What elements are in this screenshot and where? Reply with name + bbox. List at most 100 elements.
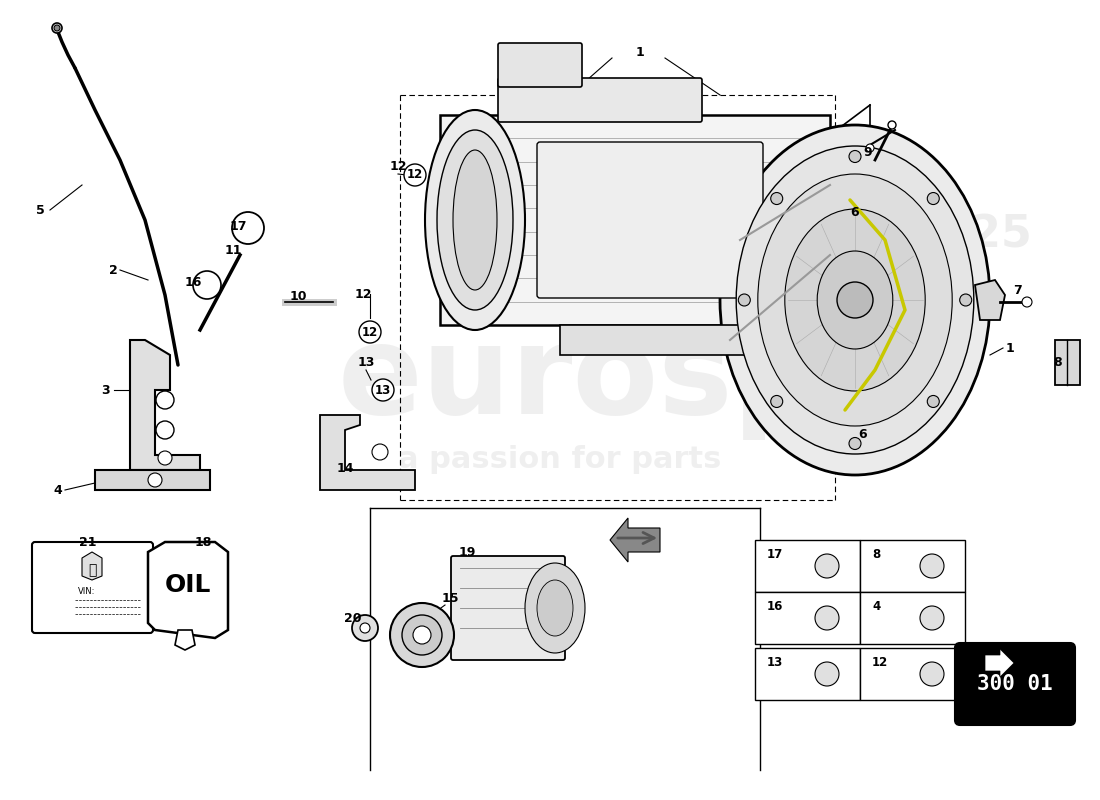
Circle shape [360,623,370,633]
Text: VIN:: VIN: [78,587,96,597]
FancyBboxPatch shape [955,643,1075,725]
Ellipse shape [736,146,974,454]
Text: 10: 10 [289,290,307,303]
Text: 3: 3 [101,383,110,397]
Bar [860,592,965,644]
Bar [860,648,965,700]
Text: a passion for parts: a passion for parts [398,446,722,474]
Ellipse shape [412,626,431,644]
Ellipse shape [720,125,990,475]
Polygon shape [175,630,195,650]
Text: 16: 16 [767,599,783,613]
Text: 14: 14 [337,462,354,474]
Text: 7: 7 [1013,283,1022,297]
Circle shape [372,444,388,460]
Text: 1: 1 [1005,342,1014,354]
Text: 5: 5 [35,203,44,217]
Polygon shape [148,542,228,638]
Text: 2: 2 [109,263,118,277]
Text: 19: 19 [459,546,475,559]
Text: eurosp: eurosp [338,319,823,441]
Circle shape [54,25,60,31]
Circle shape [771,395,783,407]
FancyBboxPatch shape [537,142,763,298]
Text: 8: 8 [1054,357,1063,370]
Polygon shape [320,415,415,490]
Text: OIL: OIL [165,573,211,597]
Circle shape [148,473,162,487]
Text: 13: 13 [375,383,392,397]
Text: 🐂: 🐂 [88,563,96,577]
Polygon shape [82,552,102,580]
FancyBboxPatch shape [451,556,565,660]
Text: 12: 12 [362,326,378,338]
Bar [860,540,965,592]
Circle shape [959,294,971,306]
Polygon shape [984,649,1014,677]
Ellipse shape [817,251,893,349]
FancyBboxPatch shape [440,115,830,325]
Text: 11: 11 [224,243,242,257]
Ellipse shape [758,174,953,426]
FancyBboxPatch shape [498,78,702,122]
Text: 18: 18 [195,537,211,550]
Text: 9: 9 [864,146,872,158]
Ellipse shape [425,110,525,330]
Text: 20: 20 [344,611,362,625]
Text: 2025: 2025 [909,214,1032,257]
Bar [755,592,860,644]
Ellipse shape [784,209,925,391]
FancyBboxPatch shape [560,325,760,355]
Polygon shape [975,280,1005,320]
Bar [755,648,860,700]
Circle shape [815,606,839,630]
Circle shape [404,164,426,186]
Circle shape [920,554,944,578]
Ellipse shape [453,150,497,290]
Text: 12: 12 [872,655,889,669]
Bar [755,540,860,592]
Ellipse shape [390,603,454,667]
Circle shape [232,212,264,244]
Circle shape [1022,297,1032,307]
Ellipse shape [537,580,573,636]
Circle shape [920,662,944,686]
Circle shape [192,271,221,299]
Ellipse shape [402,615,442,655]
FancyBboxPatch shape [32,542,153,633]
Text: 12: 12 [389,161,407,174]
Text: 6: 6 [850,206,859,219]
Text: 13: 13 [767,655,783,669]
Polygon shape [95,470,210,490]
Circle shape [920,606,944,630]
Polygon shape [130,340,200,470]
Text: 15: 15 [441,591,459,605]
Circle shape [156,391,174,409]
Ellipse shape [525,563,585,653]
Circle shape [927,395,939,407]
Circle shape [359,321,381,343]
Text: 8: 8 [872,547,880,561]
Ellipse shape [837,282,873,318]
Circle shape [158,451,172,465]
Circle shape [771,193,783,205]
Ellipse shape [437,130,513,310]
Polygon shape [610,518,660,562]
Text: 17: 17 [767,547,783,561]
FancyBboxPatch shape [498,43,582,87]
Circle shape [815,662,839,686]
Text: 300 01: 300 01 [977,674,1053,694]
Circle shape [849,438,861,450]
Text: 16: 16 [185,277,201,290]
Circle shape [52,23,62,33]
Circle shape [352,615,378,641]
Text: 13: 13 [358,357,375,370]
Circle shape [372,379,394,401]
Circle shape [866,144,874,152]
Text: 12: 12 [354,287,372,301]
Text: 21: 21 [79,537,97,550]
Text: 12: 12 [407,169,424,182]
Circle shape [927,193,939,205]
Text: 17: 17 [229,221,246,234]
Circle shape [738,294,750,306]
